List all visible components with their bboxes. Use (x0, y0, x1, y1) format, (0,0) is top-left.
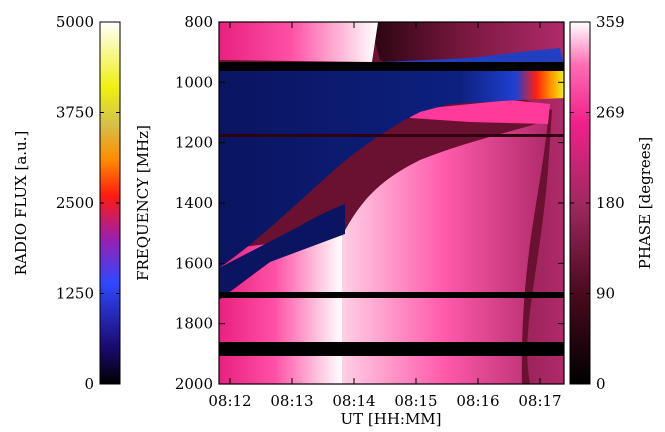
phase-label: PHASE [degrees] (636, 137, 654, 269)
time-tick-label: 08:13 (270, 392, 313, 410)
flux-tick-label: 3750 (56, 104, 94, 122)
top-left-pink-region (219, 22, 378, 62)
spectrogram-plot (219, 22, 564, 384)
data-gap-band-4 (219, 342, 564, 356)
time-tick-label: 08:16 (456, 392, 499, 410)
time-ticks: 08:12 08:13 08:14 08:15 08:16 08:17 (208, 22, 562, 410)
data-gap-band-1 (219, 62, 564, 71)
data-gap-band-2 (219, 134, 564, 137)
flux-tick-label: 5000 (56, 13, 94, 31)
frequency-tick-label: 1000 (175, 73, 213, 91)
data-gap-band-3 (219, 292, 564, 298)
phase-tick-label: 359 (596, 13, 625, 31)
frequency-axis-label: FREQUENCY [MHz] (134, 125, 152, 281)
time-tick-label: 08:15 (394, 392, 437, 410)
frequency-tick-label: 800 (184, 13, 213, 31)
time-tick-label: 08:12 (208, 392, 251, 410)
phase-tick-label: 90 (596, 285, 615, 303)
upper-pink-streak (410, 100, 550, 124)
frequency-tick-label: 1800 (175, 315, 213, 333)
frequency-tick-label: 1200 (175, 134, 213, 152)
flux-tick-label: 0 (84, 375, 94, 393)
phase-tick-label: 269 (596, 104, 625, 122)
phase-tick-label: 0 (596, 375, 606, 393)
phase-ticks: 0 90 180 269 359 (570, 13, 625, 393)
flux-tick-label: 2500 (56, 194, 94, 212)
time-tick-label: 08:17 (518, 392, 561, 410)
phase-tick-label: 180 (596, 194, 625, 212)
frequency-tick-label: 2000 (175, 375, 213, 393)
top-burst-wisp (380, 48, 564, 66)
frequency-ticks: 800 1000 1200 1400 1600 1800 2000 (175, 13, 564, 393)
radio-burst-region (219, 70, 564, 268)
burst-wedge (219, 204, 345, 300)
frequency-tick-label: 1400 (175, 194, 213, 212)
flux-tick-label: 1250 (56, 285, 94, 303)
radio-flux-ticks: 0 1250 2500 3750 5000 (56, 13, 120, 393)
frequency-tick-label: 1600 (175, 254, 213, 272)
time-axis-label: UT [HH:MM] (340, 410, 441, 428)
mid-pink-region (340, 120, 548, 384)
time-tick-label: 08:14 (332, 392, 375, 410)
radio-flux-label: RADIO FLUX [a.u.] (12, 131, 30, 276)
